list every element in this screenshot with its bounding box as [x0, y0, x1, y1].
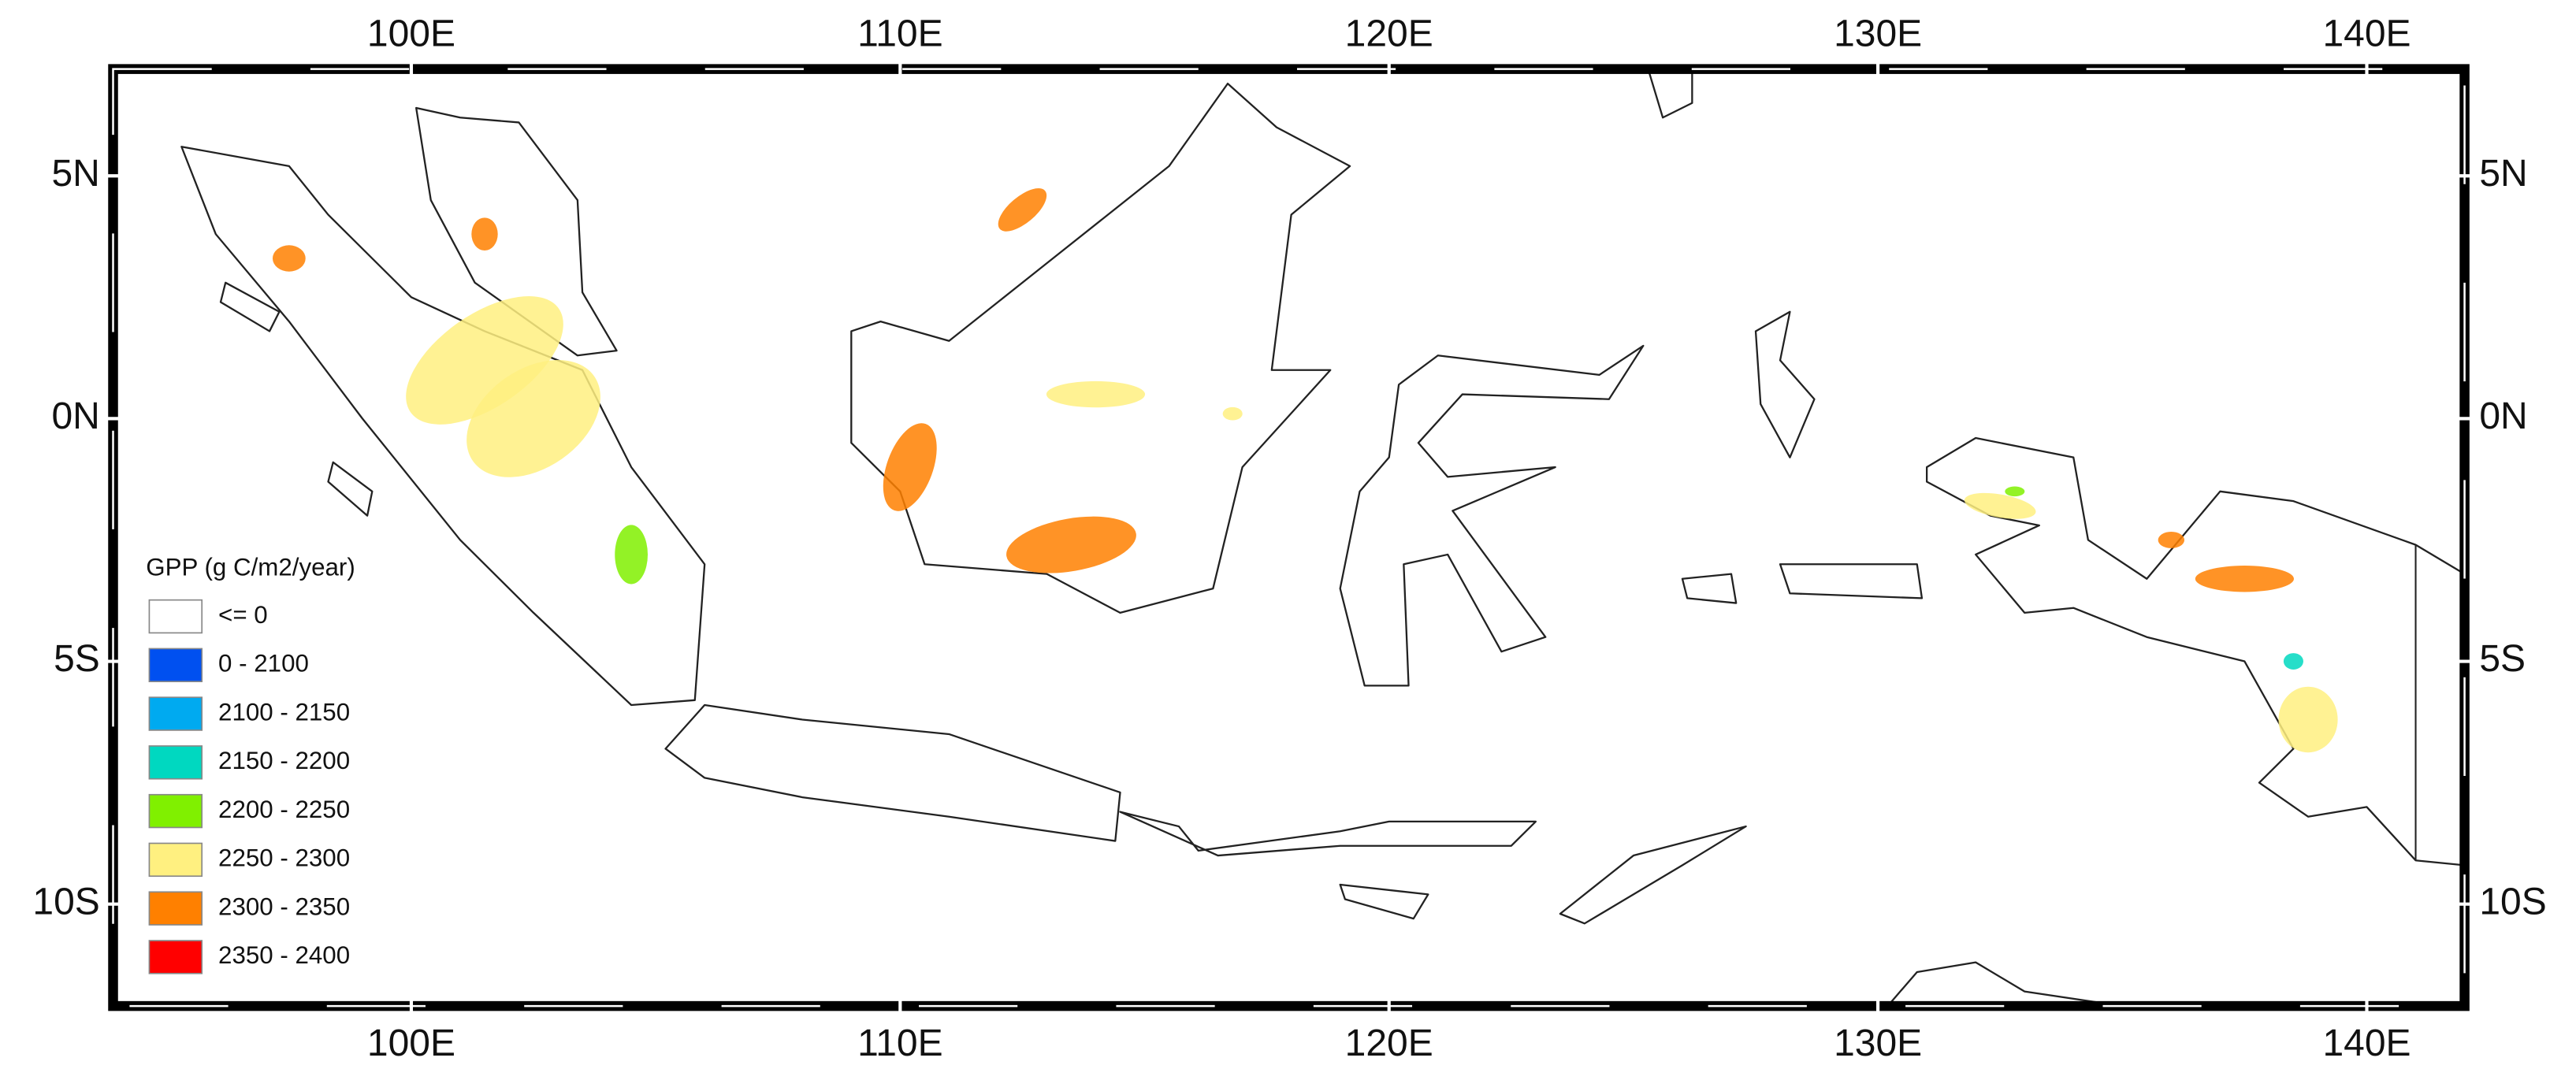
legend-label: 2250 - 2300	[218, 844, 350, 872]
x-tick-label: 120E	[1345, 1022, 1433, 1064]
x-tick-label: 140E	[2322, 13, 2411, 55]
coastline	[1339, 344, 1645, 687]
legend-label: 2200 - 2250	[218, 796, 350, 823]
coastline	[1926, 436, 2466, 867]
gpp-patch	[615, 525, 648, 585]
y-tick-label: 5S	[2479, 638, 2526, 680]
coastline	[1681, 573, 1738, 604]
y-tick-label: 5N	[2479, 153, 2527, 195]
gpp-patch	[2195, 566, 2295, 592]
gpp-patch	[406, 296, 563, 425]
gpp-patch	[883, 423, 937, 511]
x-tick-label: 110E	[857, 1022, 943, 1064]
legend-swatch	[148, 891, 203, 926]
x-tick-label: 130E	[1834, 13, 1922, 55]
gpp-patches	[272, 188, 2338, 753]
legend-swatch	[148, 842, 203, 878]
gpp-patch	[1046, 380, 1146, 408]
legend-label: <= 0	[218, 601, 268, 629]
coastline	[219, 281, 281, 332]
gpp-patch	[1222, 406, 1243, 421]
x-tick-label: 100E	[367, 13, 455, 55]
coastline	[1559, 825, 1747, 925]
legend-label: 2300 - 2350	[218, 893, 350, 920]
gpp-patch	[2005, 486, 2025, 497]
gpp-patch	[2158, 532, 2185, 548]
coastline	[415, 106, 618, 357]
gpp-patch	[272, 245, 306, 272]
x-tick-label: 110E	[857, 13, 943, 55]
legend-swatch	[148, 599, 203, 634]
x-tick-label: 140E	[2322, 1022, 2411, 1064]
y-tick-label: 5S	[54, 638, 100, 680]
y-tick-label: 5N	[51, 153, 99, 195]
legend-swatch	[148, 793, 203, 829]
coastline	[1339, 883, 1429, 920]
y-tick-label: 0N	[2479, 395, 2527, 437]
legend-swatch	[148, 648, 203, 683]
gpp-patch	[471, 217, 498, 251]
legend-label: 2150 - 2200	[218, 747, 350, 774]
coastline	[327, 461, 374, 517]
gpp-patch	[1006, 516, 1136, 573]
y-tick-label: 10S	[32, 881, 99, 922]
legend-swatch	[148, 940, 203, 974]
coastline	[664, 703, 1121, 842]
gpp-patch	[467, 360, 600, 477]
gpp-patch	[1964, 492, 2036, 519]
x-tick-label: 120E	[1345, 13, 1433, 55]
gpp-patch	[998, 188, 1047, 232]
legend-title: GPP (g C/m2/year)	[146, 553, 355, 581]
coastline	[180, 146, 706, 707]
land	[180, 68, 2466, 1008]
x-tick-label: 100E	[367, 1022, 455, 1064]
legend: GPP (g C/m2/year) <= 0 0 - 2100 2100 - 215…	[146, 553, 355, 974]
legend-swatch	[148, 745, 203, 780]
coastline	[1119, 811, 1537, 857]
frame-stripes	[112, 68, 2466, 1008]
coastline	[1779, 563, 1924, 599]
legend-label: 2100 - 2150	[218, 698, 350, 726]
x-tick-label: 130E	[1834, 1022, 1922, 1064]
y-tick-label: 10S	[2479, 881, 2546, 922]
gpp-patch	[2283, 653, 2303, 670]
gpp-patch	[2278, 686, 2338, 753]
legend-swatch	[148, 696, 203, 731]
coastline	[850, 82, 1351, 614]
coastline	[1754, 310, 1816, 458]
legend-label: 0 - 2100	[218, 650, 309, 677]
legend-label: 2350 - 2400	[218, 941, 350, 969]
y-tick-label: 0N	[51, 395, 99, 437]
